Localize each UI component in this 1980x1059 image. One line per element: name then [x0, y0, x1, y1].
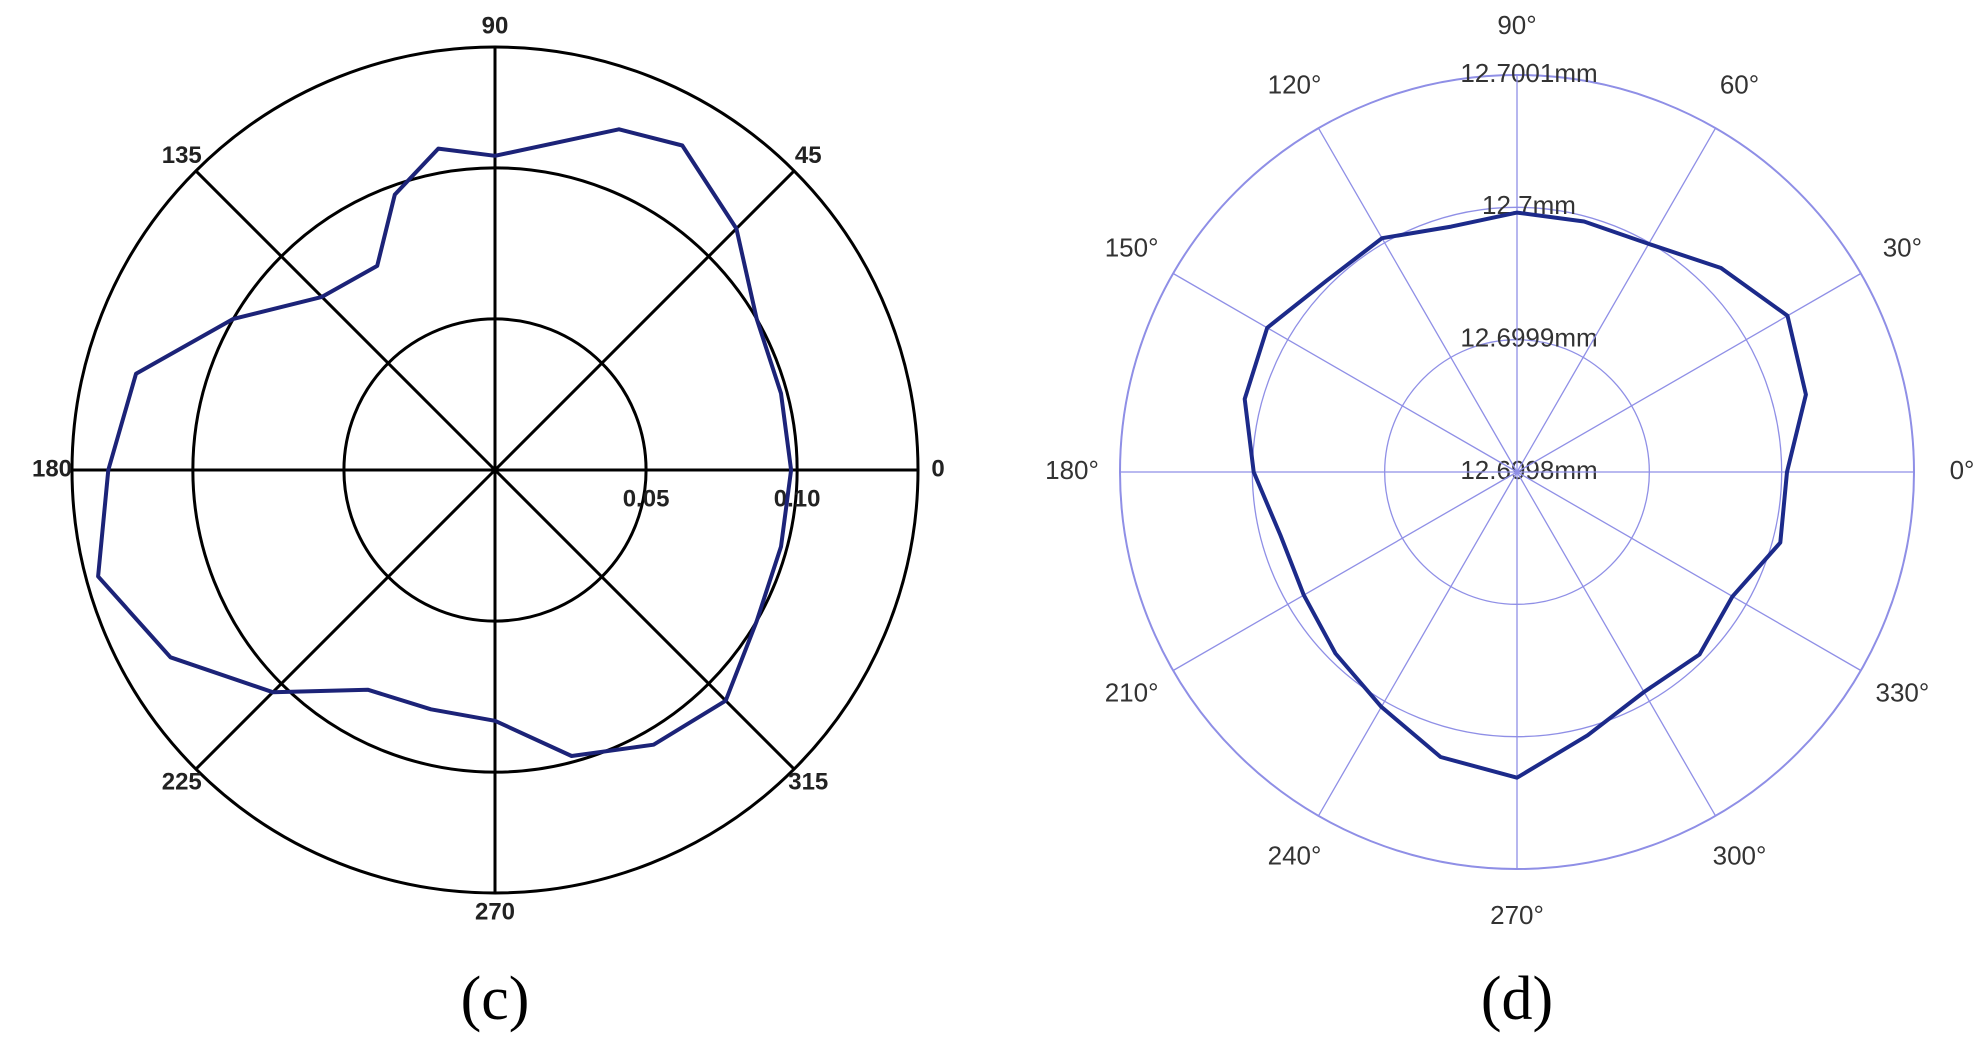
- theta-tick-label: 120°: [1268, 69, 1322, 99]
- spoke: [1516, 471, 1862, 672]
- theta-tick-label: 0°: [1950, 455, 1975, 485]
- r-tick-label: 12.6999mm: [1460, 323, 1597, 353]
- radius-curve: [96, 127, 794, 758]
- spoke: [1317, 127, 1518, 473]
- theta-tick-label: 315: [788, 769, 828, 796]
- theta-tick-label: 240°: [1268, 840, 1322, 870]
- theta-tick-label: 150°: [1105, 232, 1159, 262]
- spoke: [1172, 471, 1518, 672]
- r-tick-label: 0.05: [623, 485, 670, 512]
- theta-tick-label: 180°: [1045, 455, 1099, 485]
- spoke: [1516, 471, 1717, 817]
- theta-tick-label: 90°: [1497, 10, 1536, 40]
- theta-tick-label: 300°: [1713, 840, 1767, 870]
- theta-tick-label: 45: [795, 142, 822, 169]
- theta-tick-label: 135: [162, 142, 202, 169]
- theta-tick-label: 0: [931, 455, 944, 482]
- spoke: [1516, 127, 1717, 473]
- spoke: [194, 169, 497, 472]
- spoke: [1317, 471, 1518, 817]
- spoke: [1516, 272, 1862, 473]
- caption: (d): [1481, 965, 1553, 1033]
- theta-tick-label: 90: [482, 12, 509, 39]
- theta-tick-label: 30°: [1883, 232, 1922, 262]
- theta-tick-label: 180: [32, 455, 72, 482]
- theta-tick-label: 330°: [1875, 677, 1929, 707]
- theta-tick-label: 60°: [1720, 69, 1759, 99]
- caption: (c): [461, 965, 530, 1033]
- theta-tick-label: 270: [475, 898, 515, 925]
- r-tick-label: 12.7001mm: [1460, 58, 1597, 88]
- spoke: [493, 468, 796, 771]
- spoke: [194, 468, 497, 771]
- theta-tick-label: 210°: [1105, 677, 1159, 707]
- spoke: [1172, 272, 1518, 473]
- theta-tick-label: 270°: [1490, 900, 1544, 930]
- theta-tick-label: 225: [162, 769, 202, 796]
- radius-curve: [1242, 210, 1808, 780]
- r-tick-label: 0.10: [774, 485, 821, 512]
- spoke: [493, 169, 796, 472]
- r-tick-label: 12.6998mm: [1460, 455, 1597, 485]
